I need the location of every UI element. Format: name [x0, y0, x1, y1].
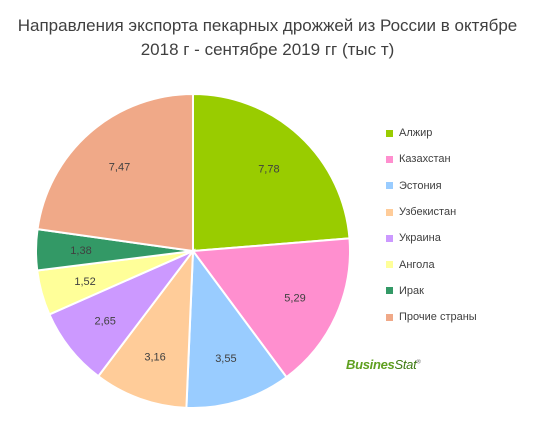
chart-title: Направления экспорта пекарных дрожжей из… [0, 14, 535, 62]
logo-text-main: Busines [346, 357, 395, 372]
chart-title-line-1: Направления экспорта пекарных дрожжей из… [17, 16, 518, 35]
legend-label-3: Эстония [399, 179, 442, 192]
legend-swatch-5 [386, 234, 393, 242]
legend-swatch-6 [386, 261, 393, 269]
pie-slice-8 [36, 92, 194, 253]
chart-title-line-2: 2018 г - сентябре 2019 гг (тыс т) [140, 40, 395, 59]
legend-item-1: Алжир [386, 120, 477, 146]
legend-item-6: Ангола [386, 251, 477, 277]
legend-label-7: Ирак [399, 284, 424, 297]
legend-swatch-7 [386, 287, 393, 295]
pie-data-label-5: 2,65 [94, 316, 115, 328]
legend-label-5: Украина [399, 232, 441, 245]
legend-item-7: Ирак [386, 278, 477, 304]
pie-slices [35, 92, 351, 409]
logo-registered-mark: ® [416, 359, 421, 366]
pie-slice-4 [96, 247, 195, 409]
pie-data-label-1: 7,78 [258, 164, 279, 176]
pie-slice-3 [185, 248, 288, 409]
legend-label-4: Узбекистан [399, 206, 457, 219]
legend-label-1: Алжир [399, 127, 433, 140]
legend-label-6: Ангола [399, 258, 435, 271]
pie-data-label-4: 3,16 [144, 351, 165, 363]
pie-data-label-8: 7,47 [109, 162, 130, 174]
legend-item-5: Украина [386, 225, 477, 251]
legend-item-2: Казахстан [386, 146, 477, 172]
pie-data-labels: 7,78 5,29 3,55 3,16 2,65 1,52 1,38 7,47 [70, 162, 305, 366]
legend-label-8: Прочие страны [399, 311, 477, 324]
legend-swatch-1 [386, 129, 393, 137]
pie-slice-1 [192, 92, 351, 253]
pie-slice-2 [191, 237, 351, 379]
legend-item-3: Эстония [386, 173, 477, 199]
legend-label-2: Казахстан [399, 153, 451, 166]
businessstat-logo: BusinesStat® [346, 357, 421, 372]
logo-text-stat: Stat [394, 357, 417, 372]
pie-data-label-2: 5,29 [284, 292, 305, 304]
legend-swatch-4 [386, 208, 393, 216]
legend-swatch-8 [386, 313, 393, 321]
pie-data-label-7: 1,38 [70, 245, 91, 257]
pie-data-label-3: 3,55 [215, 353, 236, 365]
chart-legend: Алжир Казахстан Эстония Узбекистан Украина Ан… [386, 120, 477, 330]
pie-data-label-6: 1,52 [74, 276, 95, 288]
legend-item-8: Прочие страны [386, 304, 477, 330]
legend-item-4: Узбекистан [386, 199, 477, 225]
legend-swatch-2 [386, 155, 393, 163]
legend-swatch-3 [386, 182, 393, 190]
